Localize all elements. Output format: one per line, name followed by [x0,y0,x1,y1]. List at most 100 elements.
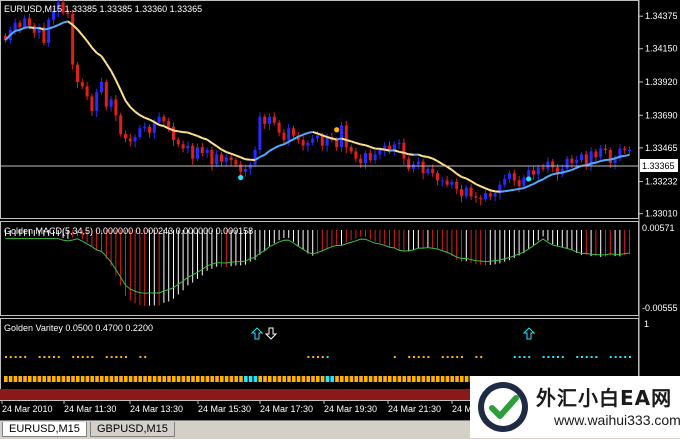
candle-body [244,169,247,172]
varitey-square [138,376,142,382]
candle-body [542,167,545,168]
varitey-tick [547,356,549,358]
varitey-square [398,376,402,382]
candle-body [316,136,319,139]
candle-body [340,125,343,147]
varitey-square [359,376,363,382]
varitey-tick [418,356,420,358]
candle-body [206,150,209,153]
varitey-square [230,376,234,382]
ma-segment [63,21,68,22]
varitey-square [124,376,128,382]
chart-window[interactable]: 1.343751.341501.339201.336901.334651.332… [0,0,680,420]
time-band [0,389,470,400]
candle-body [513,173,516,180]
candle-body [90,96,93,110]
varitey-square [90,376,94,382]
varitey-square [378,376,382,382]
candle-body [345,125,348,147]
varitey-square [215,376,219,382]
macd-max-label: 0.00571 [642,223,675,233]
varitey-square [326,376,330,382]
varitey-tick [595,356,597,358]
time-tick-label: 24 Mar 15:30 [198,404,251,414]
tab-gbpusd[interactable]: GBPUSD,M15 [90,422,175,437]
varitey-square [4,376,8,382]
price-tick-label: 1.33465 [645,143,678,153]
varitey-tick [322,356,324,358]
varitey-tick [144,356,146,358]
candle-body [609,150,612,163]
varitey-square [402,376,406,382]
varitey-square [417,376,421,382]
varitey-tick [19,356,21,358]
varitey-tick [519,356,521,358]
varitey-square [119,376,123,382]
tab-eurusd[interactable]: EURUSD,M15 [2,422,87,437]
varitey-square [57,376,61,382]
candle-body [537,167,540,174]
varitey-square [129,376,133,382]
candle-body [446,180,449,184]
varitey-square [316,376,320,382]
candle-body [426,169,429,173]
candle-body [177,140,180,144]
varitey-tick [394,356,396,358]
candle-body [465,188,468,197]
varitey-square [292,376,296,382]
varitey-square [191,376,195,382]
varitey-tick [475,356,477,358]
candle-body [167,121,170,127]
varitey-tick [24,356,26,358]
varitey-tick [139,356,141,358]
varitey-tick [125,356,127,358]
signal-dot [526,176,531,181]
price-scale: 1.343751.341501.339201.336901.334651.332… [639,11,678,218]
candle-body [263,117,266,124]
varitey-square [23,376,27,382]
candle-body [278,123,281,133]
candle-body [369,153,372,160]
varitey-tick [327,356,329,358]
varitey-square [28,376,32,382]
varitey-square [422,376,426,382]
candle-body [86,86,89,96]
varitey-tick [557,356,559,358]
ma-segment [505,191,510,192]
varitey-tick [10,356,12,358]
candle-body [105,82,108,107]
varitey-square [172,376,176,382]
ma-segment [174,130,179,131]
ma-segment [202,138,207,139]
ma-segment [562,171,567,172]
candle-body [292,128,295,135]
ma-segment [346,140,351,141]
ma-segment [385,150,390,151]
varitey-tick [615,356,617,358]
candle-body [422,162,425,174]
candle-body [570,159,573,163]
candle-body [470,188,473,197]
candle-body [95,92,98,111]
varitey-square [76,376,80,382]
varitey-tick [480,356,482,358]
ma-segment [591,163,596,164]
varitey-square [268,376,272,382]
ma-segment [404,153,409,154]
varitey-square [206,376,210,382]
varitey-tick [427,356,429,358]
candle-body [407,159,410,169]
candle-body [522,177,525,186]
ma-segment [490,190,495,191]
candle-body [484,193,487,199]
main-chart-title: EURUSD,M15 1.33385 1.33385 1.33360 1.333… [4,4,202,14]
varitey-square [465,376,469,382]
varitey-square [42,376,46,382]
candle-body [143,127,146,128]
varitey-square [66,376,70,382]
ma-segment [567,170,572,171]
varitey-tick [528,356,530,358]
candle-body [378,150,381,154]
varitey-tick [591,356,593,358]
